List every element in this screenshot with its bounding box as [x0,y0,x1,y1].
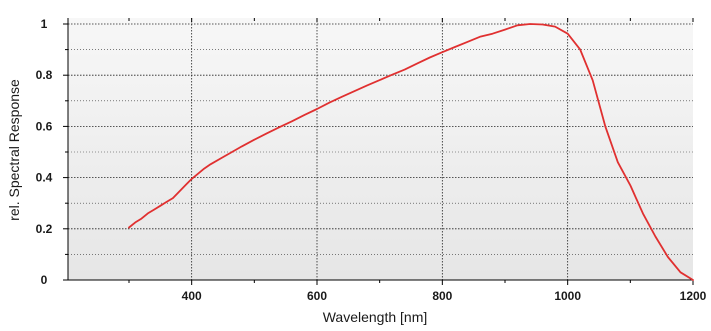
x-tick-label: 1000 [554,289,581,303]
x-tick-label: 400 [182,289,202,303]
y-tick-label: 0.8 [36,68,53,82]
y-tick-label: 0.4 [36,171,53,185]
axes [63,18,694,285]
x-tick-label: 800 [432,289,452,303]
series-line [128,23,694,281]
y-axis-title: rel. Spectral Response [6,79,22,221]
y-tick-label: 0 [41,273,48,287]
y-tick-label: 0.2 [36,222,53,236]
series [128,23,694,281]
x-tick-label: 1200 [680,289,707,303]
grid [68,18,693,280]
x-tick-label: 600 [307,289,327,303]
plot-area-background [68,18,693,280]
y-tick-label: 0.6 [36,119,53,133]
y-tick-label: 1 [41,17,48,31]
x-axis-title: Wavelength [nm] [323,309,428,325]
tick-labels: 400 600 800 1000 1200 0 0.2 0.4 0.6 0.8 1 [36,17,707,303]
